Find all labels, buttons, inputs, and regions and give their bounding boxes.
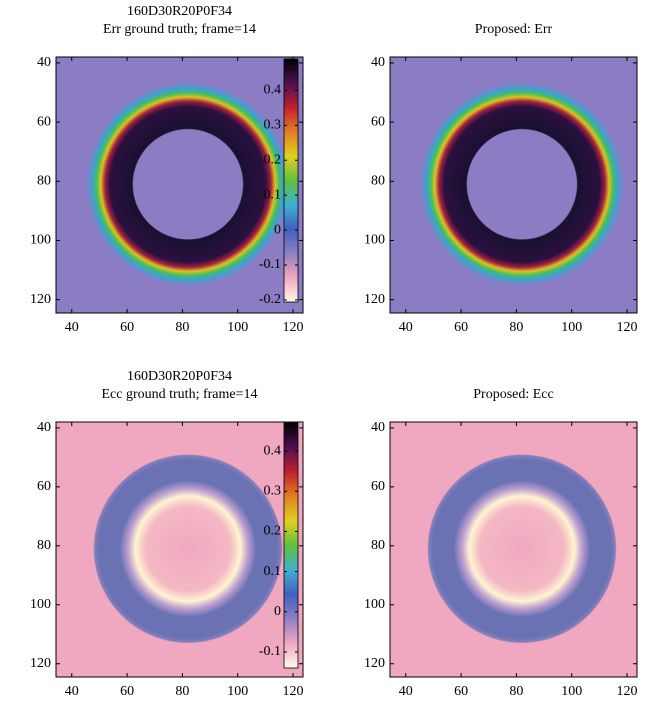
y-tick-label: 40 <box>371 420 385 435</box>
chart-subtitle: Ecc ground truth; frame=14 <box>101 387 257 402</box>
colorbar-tick-label: 0.1 <box>264 187 282 202</box>
y-tick-label: 60 <box>37 114 51 129</box>
colorbar <box>283 58 299 303</box>
axes-frame <box>389 421 638 678</box>
image <box>56 57 303 313</box>
chart-title: 160D30R20P0F34 <box>127 369 232 384</box>
y-tick-label: 60 <box>371 479 385 494</box>
colorbar-tick-label: -0.1 <box>259 644 281 659</box>
y-tick-label: 120 <box>364 656 385 671</box>
colorbar-tick-label: 0.2 <box>264 152 282 167</box>
y-tick-label: 100 <box>364 597 385 612</box>
x-tick-label: 40 <box>399 684 413 699</box>
y-tick-label: 80 <box>371 174 385 189</box>
axes-frame <box>55 421 304 678</box>
x-tick-label: 40 <box>399 320 413 335</box>
colorbar-tick-label: 0.1 <box>264 564 282 579</box>
panel: 160D30R20P0F34 Ecc ground truth; frame=14… <box>30 369 304 699</box>
axes-frame <box>389 56 638 314</box>
x-tick-label: 100 <box>227 684 248 699</box>
y-tick-label: 60 <box>371 114 385 129</box>
x-tick-label: 60 <box>454 684 468 699</box>
colorbar-tick-label: 0.2 <box>264 524 282 539</box>
x-tick-label: 100 <box>227 320 248 335</box>
y-tick-label: 100 <box>30 233 51 248</box>
panel: 160D30R20P0F34 Err ground truth; frame=14… <box>30 4 304 335</box>
y-tick-label: 40 <box>371 55 385 70</box>
x-tick-label: 60 <box>120 684 134 699</box>
panel: Proposed: Err 40 60 80 100 120 40 60 80 100 120 <box>364 22 638 335</box>
panel: Proposed: Ecc 40 60 80 100 120 40 60 80 100 120 <box>364 387 638 699</box>
x-tick-label: 120 <box>617 684 638 699</box>
y-tick-label: 80 <box>37 538 51 553</box>
axes-frame <box>55 56 304 314</box>
colorbar-tick-label: 0.4 <box>264 443 282 458</box>
colorbar-tick-label: 0.3 <box>264 483 282 498</box>
y-tick-label: 120 <box>364 292 385 307</box>
x-tick-label: 60 <box>120 320 134 335</box>
colorbar-tick-label: -0.1 <box>259 257 281 272</box>
x-tick-label: 40 <box>65 320 79 335</box>
y-tick-label: 40 <box>37 55 51 70</box>
x-tick-label: 120 <box>283 320 304 335</box>
chart-title: 160D30R20P0F34 <box>127 4 232 19</box>
y-tick-label: 40 <box>37 420 51 435</box>
colorbar-tick-label: 0.4 <box>264 83 282 98</box>
colorbar-tick-label: 0.3 <box>264 118 282 133</box>
x-tick-label: 100 <box>561 684 582 699</box>
x-tick-label: 100 <box>561 320 582 335</box>
x-tick-label: 80 <box>509 320 523 335</box>
x-tick-label: 80 <box>175 684 189 699</box>
colorbar-tick-label: 0 <box>274 604 281 619</box>
chart-title: Proposed: Err <box>475 22 553 37</box>
x-tick-label: 60 <box>454 320 468 335</box>
y-tick-label: 60 <box>37 479 51 494</box>
y-tick-label: 120 <box>30 656 51 671</box>
image <box>390 422 637 677</box>
image <box>56 422 303 677</box>
colorbar <box>283 422 299 669</box>
x-tick-label: 120 <box>617 320 638 335</box>
colorbar-tick-label: 0 <box>274 222 281 237</box>
colorbar-tick-label: -0.2 <box>259 292 281 307</box>
y-tick-label: 80 <box>37 174 51 189</box>
y-tick-label: 80 <box>371 538 385 553</box>
x-tick-label: 40 <box>65 684 79 699</box>
x-tick-label: 80 <box>175 320 189 335</box>
chart-subtitle: Err ground truth; frame=14 <box>103 22 256 37</box>
y-tick-label: 120 <box>30 292 51 307</box>
y-tick-label: 100 <box>364 233 385 248</box>
x-tick-label: 80 <box>509 684 523 699</box>
chart-title: Proposed: Ecc <box>473 387 553 402</box>
x-tick-label: 120 <box>283 684 304 699</box>
image <box>390 57 637 313</box>
y-tick-label: 100 <box>30 597 51 612</box>
